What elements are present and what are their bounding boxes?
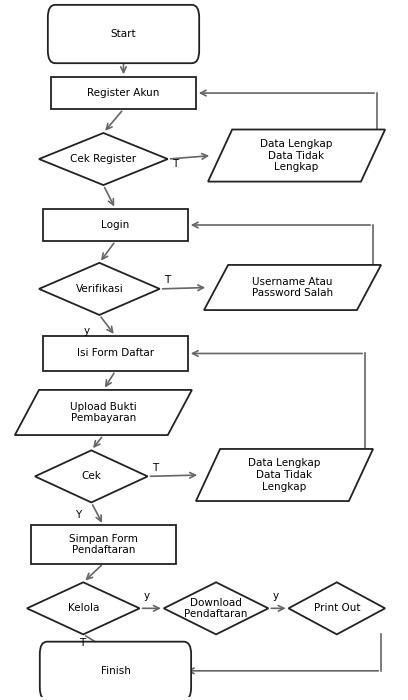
Text: Login: Login bbox=[101, 220, 130, 230]
Text: T: T bbox=[164, 275, 170, 286]
Text: Isi Form Daftar: Isi Form Daftar bbox=[77, 349, 154, 358]
Polygon shape bbox=[39, 133, 168, 185]
Text: y: y bbox=[83, 326, 89, 336]
Text: Username Atau
Password Salah: Username Atau Password Salah bbox=[252, 276, 333, 298]
FancyBboxPatch shape bbox=[40, 642, 191, 700]
FancyBboxPatch shape bbox=[48, 5, 199, 63]
Polygon shape bbox=[39, 262, 160, 315]
Text: T: T bbox=[79, 638, 86, 648]
Bar bbox=[51, 77, 196, 109]
Text: Print Out: Print Out bbox=[314, 603, 360, 613]
Text: Cek: Cek bbox=[81, 471, 101, 482]
Polygon shape bbox=[288, 582, 385, 634]
Bar bbox=[43, 336, 188, 371]
Text: Cek Register: Cek Register bbox=[70, 154, 136, 164]
Polygon shape bbox=[204, 265, 381, 310]
Polygon shape bbox=[196, 449, 373, 501]
Text: Download
Pendaftaran: Download Pendaftaran bbox=[184, 598, 248, 619]
Text: Register Akun: Register Akun bbox=[87, 88, 160, 98]
Polygon shape bbox=[208, 130, 385, 181]
Polygon shape bbox=[35, 450, 148, 503]
Text: y: y bbox=[273, 592, 279, 601]
Text: Start: Start bbox=[111, 29, 136, 39]
Text: Finish: Finish bbox=[100, 666, 131, 675]
Text: Data Lengkap
Data Tidak
Lengkap: Data Lengkap Data Tidak Lengkap bbox=[248, 458, 321, 491]
Text: Verifikasi: Verifikasi bbox=[75, 284, 123, 294]
Polygon shape bbox=[164, 582, 268, 634]
Text: Upload Bukti
Pembayaran: Upload Bukti Pembayaran bbox=[70, 402, 137, 424]
Text: Y: Y bbox=[75, 510, 82, 520]
Polygon shape bbox=[15, 390, 192, 435]
Text: Data Lengkap
Data Tidak
Lengkap: Data Lengkap Data Tidak Lengkap bbox=[260, 139, 333, 172]
Bar bbox=[31, 525, 176, 564]
Bar bbox=[43, 209, 188, 241]
Polygon shape bbox=[27, 582, 140, 634]
Text: T: T bbox=[152, 463, 158, 473]
Text: T: T bbox=[172, 160, 178, 169]
Text: Simpan Form
Pendaftaran: Simpan Form Pendaftaran bbox=[69, 533, 138, 555]
Text: Kelola: Kelola bbox=[68, 603, 99, 613]
Text: y: y bbox=[144, 592, 150, 601]
